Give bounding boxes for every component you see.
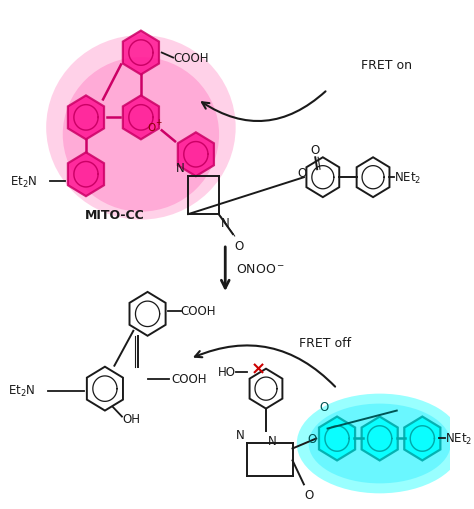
Text: O: O bbox=[235, 240, 244, 252]
Ellipse shape bbox=[309, 404, 451, 484]
Polygon shape bbox=[250, 369, 283, 409]
Text: NEt$_2$: NEt$_2$ bbox=[394, 171, 421, 185]
Ellipse shape bbox=[46, 36, 236, 220]
FancyArrowPatch shape bbox=[202, 92, 326, 122]
Text: COOH: COOH bbox=[181, 305, 216, 318]
Text: +: + bbox=[155, 118, 162, 127]
Text: N: N bbox=[268, 434, 277, 446]
Text: HO: HO bbox=[218, 365, 236, 378]
Ellipse shape bbox=[297, 394, 463, 493]
Polygon shape bbox=[68, 96, 104, 140]
Text: O: O bbox=[297, 166, 307, 179]
Text: Et$_2$N: Et$_2$N bbox=[8, 383, 36, 399]
Text: NEt$_2$: NEt$_2$ bbox=[445, 431, 473, 446]
Polygon shape bbox=[404, 417, 440, 461]
Text: N: N bbox=[220, 217, 229, 230]
Text: O: O bbox=[310, 144, 320, 156]
Polygon shape bbox=[129, 292, 165, 336]
Text: O: O bbox=[308, 432, 317, 445]
Text: O: O bbox=[305, 489, 314, 501]
FancyArrowPatch shape bbox=[195, 346, 335, 387]
Text: MITO-CC: MITO-CC bbox=[84, 208, 144, 221]
Text: O: O bbox=[147, 123, 156, 133]
Text: O: O bbox=[319, 400, 328, 413]
Text: N: N bbox=[236, 429, 244, 442]
Text: ONOO$^-$: ONOO$^-$ bbox=[236, 263, 285, 276]
Text: FRET off: FRET off bbox=[299, 336, 351, 349]
Text: N: N bbox=[176, 162, 184, 175]
Polygon shape bbox=[362, 417, 398, 461]
Text: COOH: COOH bbox=[171, 373, 207, 385]
Polygon shape bbox=[319, 417, 355, 461]
Polygon shape bbox=[87, 367, 123, 411]
Polygon shape bbox=[68, 153, 104, 197]
Polygon shape bbox=[306, 158, 339, 198]
Polygon shape bbox=[123, 32, 159, 75]
Text: FRET on: FRET on bbox=[361, 59, 412, 72]
Text: ×: × bbox=[251, 360, 266, 378]
Polygon shape bbox=[178, 133, 214, 177]
Ellipse shape bbox=[63, 58, 219, 212]
Text: Et$_2$N: Et$_2$N bbox=[10, 174, 37, 189]
Text: COOH: COOH bbox=[173, 52, 209, 65]
Text: OH: OH bbox=[122, 412, 140, 425]
Polygon shape bbox=[356, 158, 390, 198]
Polygon shape bbox=[123, 96, 159, 140]
